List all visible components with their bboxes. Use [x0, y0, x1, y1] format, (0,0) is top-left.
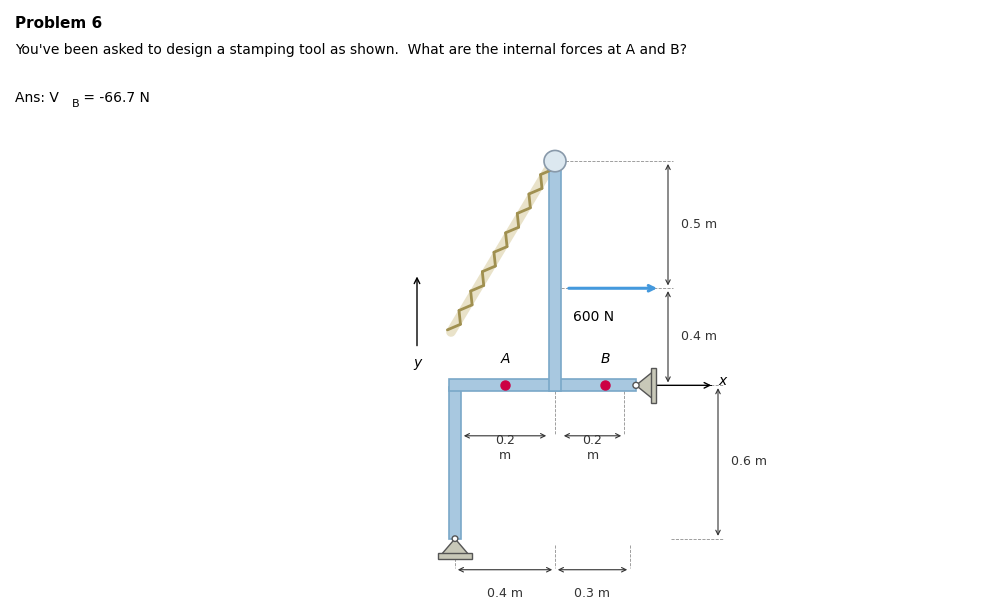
Bar	[438, 553, 472, 559]
Polygon shape	[442, 539, 468, 554]
Text: 0.3 m: 0.3 m	[575, 587, 611, 599]
Text: 0.4 m: 0.4 m	[681, 330, 717, 343]
Bar	[549, 167, 561, 391]
Text: 0.2
m: 0.2 m	[495, 434, 515, 462]
Circle shape	[453, 536, 458, 541]
Text: 0.4 m: 0.4 m	[487, 587, 523, 599]
Text: A: A	[500, 352, 510, 366]
Text: = -66.7 N: = -66.7 N	[79, 91, 150, 105]
Text: 0.2
m: 0.2 m	[583, 434, 603, 462]
Text: x: x	[718, 374, 726, 388]
Bar	[449, 388, 461, 539]
Bar	[651, 368, 656, 403]
Text: 600 N: 600 N	[573, 310, 614, 323]
Text: 0.5 m: 0.5 m	[681, 218, 717, 231]
Text: y: y	[413, 356, 421, 370]
Text: 0.6 m: 0.6 m	[731, 455, 767, 468]
Text: B: B	[72, 99, 79, 109]
Bar	[449, 380, 636, 391]
Circle shape	[544, 150, 566, 172]
Text: B: B	[600, 352, 610, 366]
Polygon shape	[636, 372, 653, 399]
Circle shape	[633, 382, 639, 388]
Text: Problem 6: Problem 6	[15, 17, 102, 32]
Text: Ans: V: Ans: V	[15, 91, 58, 105]
Text: You've been asked to design a stamping tool as shown.  What are the internal for: You've been asked to design a stamping t…	[15, 43, 687, 57]
